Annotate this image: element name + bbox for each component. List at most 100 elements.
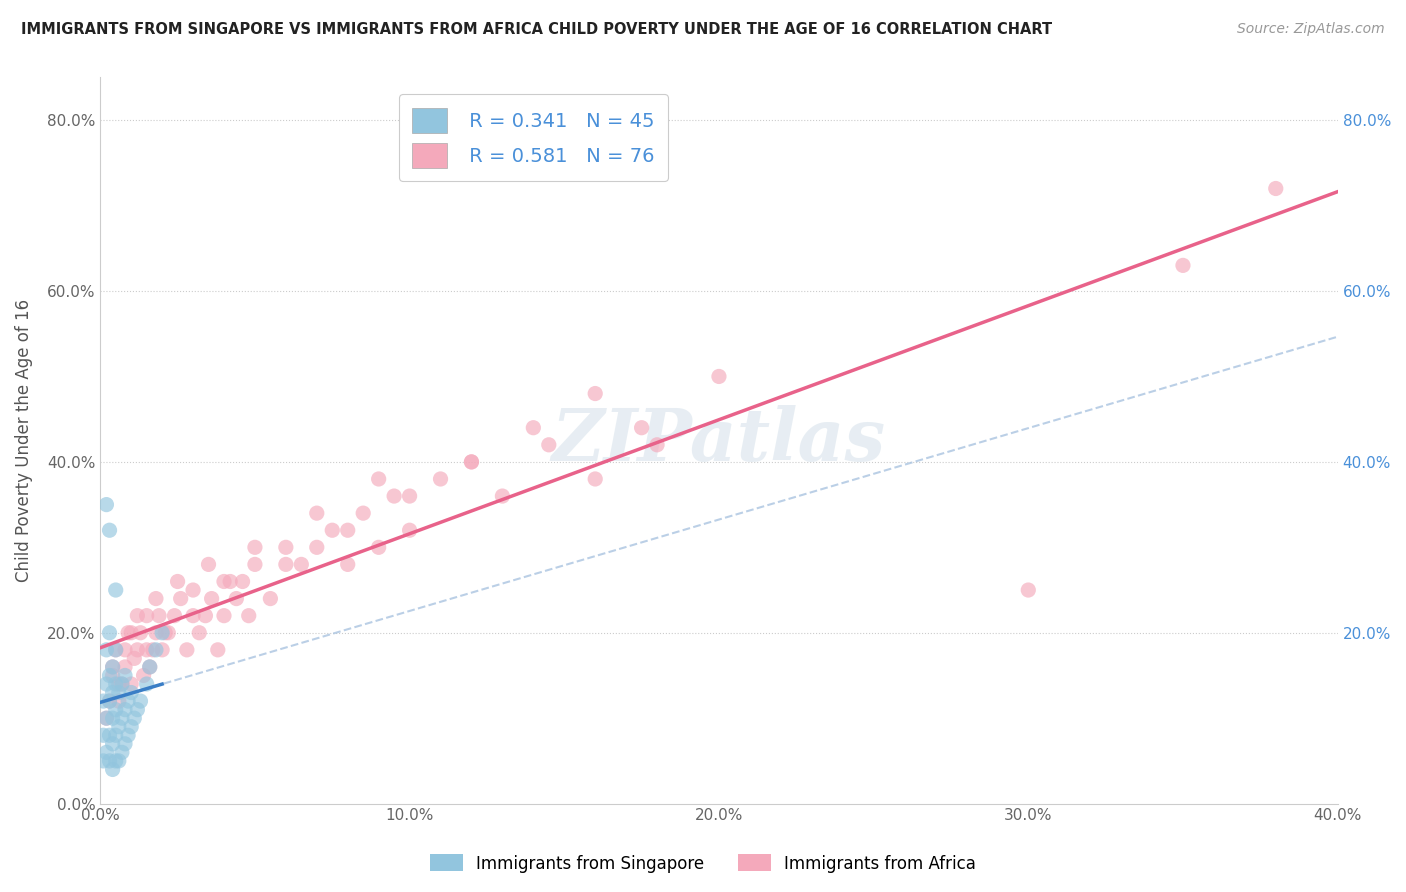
Point [98,668,121,682]
Point [114,643,136,657]
Point [150,643,173,657]
Point [120,685,142,699]
Text: IMMIGRANTS FROM SINGAPORE VS IMMIGRANTS FROM AFRICA CHILD POVERTY UNDER THE AGE : IMMIGRANTS FROM SINGAPORE VS IMMIGRANTS … [21,22,1052,37]
Point [104,728,127,742]
Point [120,720,142,734]
Point [114,703,136,717]
Point [201,591,224,606]
Point [163,608,186,623]
Point [207,643,229,657]
Point [101,763,124,777]
Point [537,438,560,452]
Point [108,677,131,691]
Point [120,625,142,640]
Point [96,745,118,759]
Point [181,582,204,597]
Point [155,625,177,640]
Point [101,711,124,725]
Point [145,591,167,606]
Point [96,677,118,691]
Point [111,677,134,691]
Point [96,643,118,657]
Point [96,711,118,725]
Y-axis label: Child Poverty Under the Age of 16: Child Poverty Under the Age of 16 [15,299,32,582]
Point [398,523,420,537]
Point [630,421,652,435]
Point [135,608,157,623]
Point [98,694,121,708]
Point [132,668,155,682]
Point [212,608,235,623]
Point [98,694,121,708]
Point [238,608,260,623]
Point [93,754,115,768]
Point [305,541,328,555]
Point [219,574,242,589]
Text: ZIPatlas: ZIPatlas [553,405,886,476]
Point [1264,181,1286,195]
Point [305,506,328,520]
Point [111,745,134,759]
Point [104,754,127,768]
Point [117,625,139,640]
Point [101,668,124,682]
Point [139,660,162,674]
Point [104,703,127,717]
Point [367,472,389,486]
Point [135,677,157,691]
Point [460,455,482,469]
Point [127,643,149,657]
Point [124,651,146,665]
Point [108,754,131,768]
Point [460,455,482,469]
Point [135,643,157,657]
Point [583,472,606,486]
Point [157,625,180,640]
Point [150,625,173,640]
Legend:  R = 0.341   N = 45,  R = 0.581   N = 76: R = 0.341 N = 45, R = 0.581 N = 76 [399,95,668,181]
Point [336,558,359,572]
Point [98,625,121,640]
Point [243,558,266,572]
Point [212,574,235,589]
Point [101,685,124,699]
Point [188,625,211,640]
Point [93,694,115,708]
Point [197,558,219,572]
Point [117,728,139,742]
Point [243,541,266,555]
Point [176,643,198,657]
Point [232,574,254,589]
Point [96,711,118,725]
Point [101,660,124,674]
Text: Source: ZipAtlas.com: Source: ZipAtlas.com [1237,22,1385,37]
Point [491,489,513,503]
Point [336,523,359,537]
Point [194,608,217,623]
Point [124,711,146,725]
Point [145,625,167,640]
Point [522,421,544,435]
Point [139,660,162,674]
Point [117,694,139,708]
Point [170,591,193,606]
Point [114,660,136,674]
Point [104,643,127,657]
Point [145,643,167,657]
Point [382,489,405,503]
Point [166,574,188,589]
Point [142,643,165,657]
Point [148,608,170,623]
Legend: Immigrants from Singapore, Immigrants from Africa: Immigrants from Singapore, Immigrants fr… [423,847,983,880]
Point [274,558,297,572]
Point [127,608,149,623]
Point [111,711,134,725]
Point [108,694,131,708]
Point [104,677,127,691]
Point [290,558,312,572]
Point [352,506,374,520]
Point [114,737,136,751]
Point [274,541,297,555]
Point [96,498,118,512]
Point [429,472,451,486]
